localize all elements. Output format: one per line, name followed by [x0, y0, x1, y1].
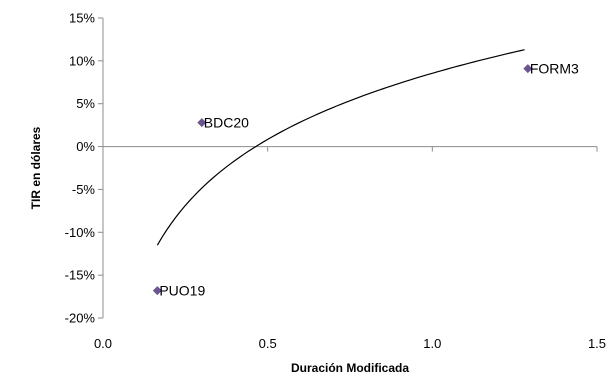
y-tick-label: -20% [65, 311, 96, 326]
data-label-form3: FORM3 [530, 61, 579, 77]
y-axis-ticks: -20% -15% -10% -5% 0% 5% 10% 15% [65, 11, 103, 326]
x-tick-label: 1.0 [423, 336, 441, 351]
data-label-puo19: PUO19 [159, 283, 205, 299]
y-tick-label: -5% [72, 182, 96, 197]
trend-line [156, 49, 525, 246]
y-tick-label: 15% [69, 11, 95, 26]
x-axis-ticks: 0.0 0.5 1.0 1.5 [94, 146, 606, 351]
data-point-form3 [523, 64, 533, 74]
y-axis-title: TIR en dólares [29, 126, 43, 209]
x-axis-title: Duración Modificada [291, 361, 409, 375]
y-tick-label: -10% [65, 225, 96, 240]
x-tick-label: 1.5 [588, 336, 606, 351]
data-label-bdc20: BDC20 [204, 115, 249, 131]
chart-axes [102, 18, 597, 318]
y-tick-label: 10% [69, 53, 95, 68]
x-tick-label: 0.0 [94, 336, 112, 351]
data-point-puo19 [152, 286, 162, 296]
data-point-bdc20 [197, 118, 207, 128]
x-tick-label: 0.5 [259, 336, 277, 351]
data-points: PUO19 BDC20 FORM3 [152, 61, 579, 299]
y-tick-label: -15% [65, 268, 96, 283]
y-tick-label: 5% [76, 96, 95, 111]
y-tick-label: 0% [76, 139, 95, 154]
